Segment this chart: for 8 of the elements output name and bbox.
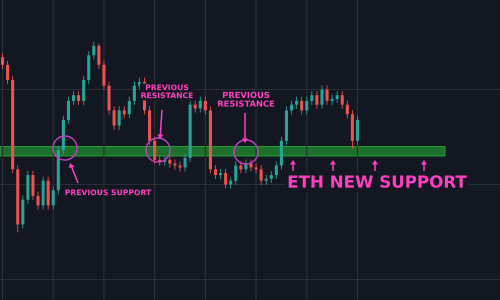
candlestick — [270, 170, 273, 184]
candlestick — [340, 90, 344, 109]
candlestick — [87, 51, 90, 84]
annotation: ETH NEW SUPPORT — [288, 175, 467, 188]
candlestick — [305, 96, 308, 115]
candlestick — [16, 165, 20, 232]
annotation: PREVIOUS RESISTANCE — [218, 92, 274, 107]
candlestick — [52, 186, 55, 210]
